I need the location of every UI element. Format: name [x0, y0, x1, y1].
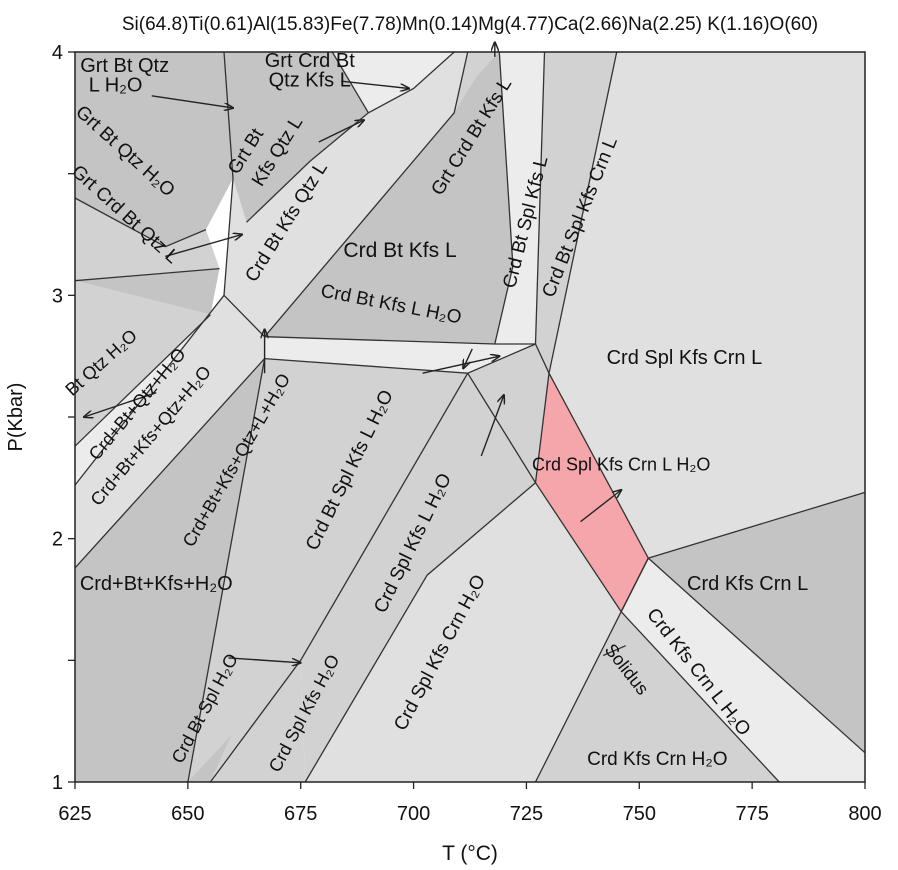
- phase-boundaries: [74, 51, 866, 783]
- boundary-line-6: [223, 294, 536, 345]
- boundary-line-8: [264, 51, 469, 338]
- phase-field-12: [494, 52, 545, 344]
- phase-field-21: [305, 482, 622, 782]
- boundary-line-2: [74, 197, 207, 248]
- boundary-line-12: [534, 51, 546, 345]
- phase-field-22: [621, 558, 865, 782]
- field-label-3: Qtz Kfs L: [269, 69, 351, 91]
- boundary-line-4: [74, 294, 225, 486]
- boundary-line-16: [648, 491, 866, 559]
- solidus-tick: [602, 645, 626, 657]
- phase-field-10: [454, 52, 500, 113]
- field-label-26: Crd Kfs Crn L: [687, 573, 808, 595]
- phase-field-18: [75, 358, 265, 782]
- boundary-line-5: [74, 358, 266, 569]
- field-arrow-0: [151, 95, 233, 108]
- phase-field-2: [75, 268, 220, 315]
- phase-field-20: [210, 660, 306, 782]
- boundary-line-3: [74, 314, 211, 447]
- axis-ticks: 625 650 675 700 725 750 775 800 1 2 3 4: [52, 42, 882, 825]
- x-tick-label-2: 675: [284, 803, 317, 825]
- field-label-2: Grt Crd Bt: [265, 50, 355, 72]
- phase-field-0: [75, 52, 233, 247]
- field-arrow-9: [480, 395, 504, 457]
- boundary-line-1: [74, 267, 220, 282]
- y-axis-label: P(Kbar): [5, 383, 27, 452]
- x-tick-label-5: 750: [623, 803, 656, 825]
- x-tick-label-3: 700: [397, 803, 430, 825]
- boundary-line-23: [187, 358, 266, 783]
- phase-field-23: [648, 492, 865, 753]
- boundary-line-0: [223, 51, 234, 296]
- field-label-9: Crd Bt Kfs L: [343, 239, 456, 262]
- x-tick-label-6: 775: [735, 803, 768, 825]
- field-arrow-11: [228, 657, 300, 663]
- x-tick-label-7: 800: [848, 803, 881, 825]
- field-label-15: Crd Spl Kfs Crn L H₂O: [532, 454, 710, 474]
- phase-field-8: [224, 52, 468, 337]
- field-label-23: Crd+Bt+Kfs+H₂O: [80, 573, 233, 595]
- boundary-line-20: [534, 611, 622, 783]
- phase-field-1: [75, 198, 220, 281]
- field-label-14: Crd Spl Kfs Crn L: [607, 347, 763, 369]
- field-arrow-2: [318, 120, 364, 143]
- phase-field-7: [332, 52, 455, 113]
- x-tick-label-1: 650: [171, 803, 204, 825]
- field-arrow-7: [463, 348, 473, 368]
- field-arrow-1: [341, 80, 409, 88]
- field-arrows: [84, 42, 621, 663]
- y-tick-label-1: 2: [52, 529, 63, 551]
- phase-field-24: [535, 611, 780, 782]
- x-tick-label-4: 725: [510, 803, 543, 825]
- y-tick-label-2: 3: [52, 285, 63, 307]
- boundary-line-19: [647, 557, 866, 754]
- chart-title: Si(64.8)Ti(0.61)Al(15.83)Fe(7.78)Mn(0.14…: [122, 14, 818, 35]
- boundary-line-11: [494, 51, 514, 345]
- x-axis-label: T (°C): [442, 842, 498, 865]
- boundary-line-21: [304, 482, 536, 783]
- y-tick-label-0: 1: [52, 772, 63, 794]
- field-arrow-6: [84, 392, 157, 417]
- phase-field-9: [264, 52, 513, 344]
- phase-field-6: [224, 52, 369, 223]
- phase-field-15: [535, 373, 649, 612]
- boundary-line-17: [620, 611, 780, 783]
- field-arrow-10: [580, 490, 622, 523]
- field-label-0: Grt Bt Qtz: [80, 55, 169, 77]
- field-arrow-4: [165, 235, 242, 258]
- phase-field-13: [535, 52, 617, 374]
- phase-field-3: [75, 280, 211, 447]
- field-label-1: L H₂O: [89, 74, 143, 96]
- x-tick-label-0: 625: [58, 803, 91, 825]
- field-label-29: Crd Kfs Crn H₂O: [587, 749, 727, 770]
- boundary-line-18: [620, 557, 649, 612]
- phase-field-14: [549, 52, 865, 559]
- y-tick-label-3: 4: [52, 42, 63, 64]
- field-arrow-8: [422, 356, 500, 374]
- phase-field-5: [75, 295, 265, 568]
- phase-fields: [75, 52, 865, 782]
- phase-field-17: [300, 344, 549, 782]
